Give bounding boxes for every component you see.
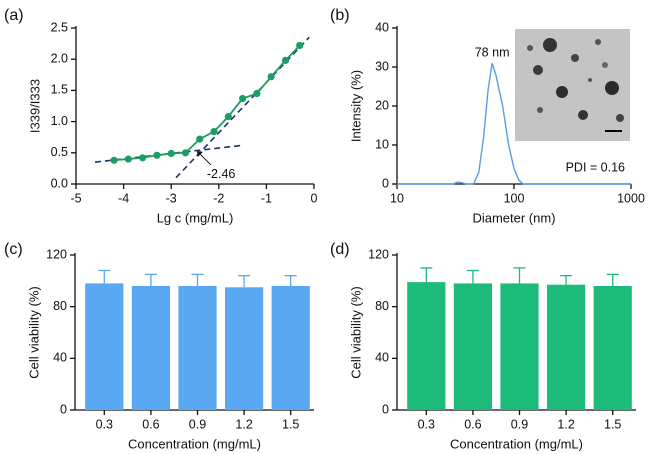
- x-tick-label: -1: [261, 191, 272, 205]
- tem-inset: [515, 29, 630, 141]
- x-tick-label: 10: [390, 191, 404, 205]
- data-point: [139, 154, 147, 162]
- y-tick-label: 2.5: [51, 20, 68, 34]
- fit-line: [175, 36, 310, 179]
- bar: [131, 286, 171, 410]
- y-tick-label: 40: [53, 351, 67, 365]
- x-tick-label: 0.6: [142, 417, 159, 431]
- y-axis-label: Cell viability (%): [348, 286, 363, 378]
- y-tick-label: 0: [382, 402, 389, 416]
- bar: [546, 284, 586, 410]
- y-tick-label: 0: [60, 402, 67, 416]
- data-point: [253, 89, 261, 98]
- x-tick-label: -2: [213, 191, 224, 205]
- annotation: 78 nm: [475, 45, 510, 59]
- x-tick-label: 1.5: [604, 417, 621, 431]
- y-tick-label: 20: [375, 98, 389, 112]
- y-tick-label: 10: [375, 137, 389, 151]
- data-point: [267, 73, 275, 81]
- y-tick-label: 1.5: [51, 83, 68, 97]
- x-tick-label: 1.2: [235, 417, 252, 431]
- x-tick-label: 1000: [617, 191, 645, 205]
- annotation: -2.46: [207, 167, 236, 181]
- x-tick-label: -5: [70, 191, 81, 205]
- x-axis-label: Concentration (mg/mL): [450, 436, 583, 451]
- y-tick-label: 30: [375, 59, 389, 73]
- x-tick-label: 100: [504, 191, 525, 205]
- data-point: [167, 149, 175, 158]
- data-point: [210, 127, 218, 136]
- annotation-arrow: [198, 152, 212, 166]
- x-axis-label: Lg c (mg/mL): [157, 210, 234, 225]
- data-line: [114, 44, 301, 162]
- y-tick-label: 120: [46, 247, 67, 261]
- data-point: [239, 94, 247, 103]
- bar: [407, 282, 446, 410]
- x-tick-label: 1.2: [557, 417, 574, 431]
- x-tick-label: 0.9: [189, 417, 206, 431]
- bar: [271, 286, 310, 410]
- y-tick-label: 1.0: [51, 114, 68, 128]
- y-tick-label: 2.0: [51, 51, 68, 65]
- bar: [85, 283, 124, 410]
- annotation-arrowhead: [196, 150, 203, 157]
- note: PDI = 0.16: [566, 160, 625, 174]
- data-point: [196, 135, 204, 143]
- panel-label: (c): [4, 241, 23, 258]
- y-tick-label: 0.0: [51, 176, 68, 190]
- data-point: [296, 41, 304, 50]
- y-tick-label: 80: [53, 299, 67, 313]
- data-point: [281, 56, 290, 65]
- bar: [178, 286, 217, 410]
- panel-label: (d): [330, 241, 350, 258]
- y-tick-label: 80: [375, 299, 389, 313]
- y-tick-label: 0: [382, 176, 389, 190]
- data-line: [397, 62, 631, 185]
- data-point: [224, 113, 232, 121]
- y-tick-label: 0.5: [51, 145, 68, 159]
- y-axis-label: Cell viability (%): [26, 286, 41, 378]
- data-point: [110, 156, 118, 164]
- bar: [500, 283, 539, 410]
- x-tick-label: 0.3: [96, 417, 113, 431]
- x-tick-label: 0.9: [511, 417, 528, 431]
- data-point: [124, 155, 132, 163]
- x-tick-label: 0.3: [418, 417, 435, 431]
- x-tick-label: 0.6: [464, 417, 481, 431]
- panel-label: (b): [330, 7, 350, 24]
- y-tick-label: 40: [375, 20, 389, 34]
- y-tick-label: 40: [375, 351, 389, 365]
- x-axis-label: Diameter (nm): [472, 210, 555, 225]
- x-tick-label: 0: [311, 191, 318, 205]
- x-tick-label: 1.5: [282, 417, 299, 431]
- x-axis-label: Concentration (mg/mL): [128, 436, 261, 451]
- panel-label: (a): [4, 7, 24, 24]
- y-axis-label: Intensity (%): [348, 70, 363, 142]
- bar: [224, 287, 264, 410]
- y-tick-label: 120: [368, 247, 389, 261]
- bar: [453, 283, 493, 410]
- bar: [593, 286, 632, 410]
- x-tick-label: -3: [166, 191, 177, 205]
- data-point: [153, 151, 161, 159]
- x-tick-label: -4: [118, 191, 129, 205]
- y-axis-label: I339/I333: [27, 79, 42, 133]
- data-point: [181, 149, 190, 157]
